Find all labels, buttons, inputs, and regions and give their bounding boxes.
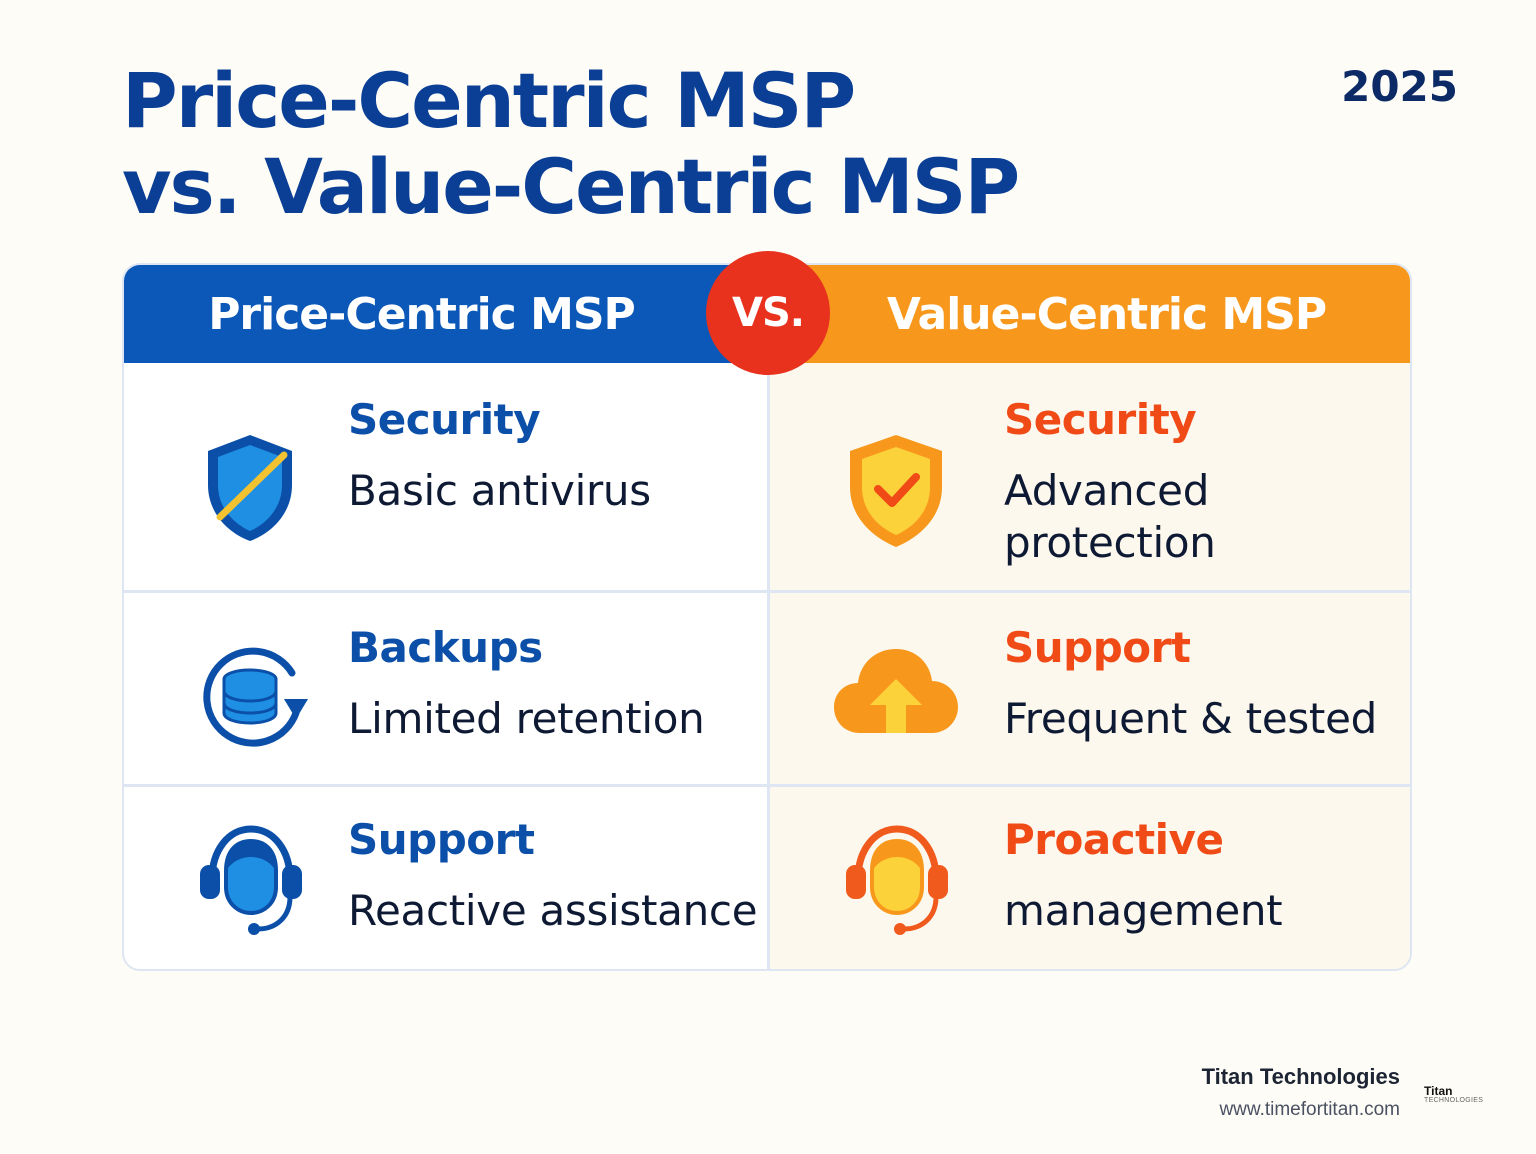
- left-row-2-label: Backups: [348, 623, 543, 672]
- page-title: Price-Centric MSP vs. Value-Centric MSP: [122, 56, 1020, 231]
- right-row-3-label: Proactive: [1004, 815, 1224, 864]
- logo-subtext: TECHNOLOGIES: [1424, 1097, 1484, 1104]
- column-divider: [767, 363, 770, 969]
- title-line-2: vs. Value-Centric MSP: [122, 142, 1020, 231]
- right-row-1-label: Security: [1004, 395, 1197, 444]
- headset-agent-icon: [846, 825, 948, 935]
- logo-wordmark: Titan: [1424, 1084, 1453, 1098]
- year-label: 2025: [1341, 62, 1458, 111]
- right-column-header: Value-Centric MSP: [769, 265, 1410, 363]
- shield-check-icon: [850, 435, 942, 547]
- database-refresh-icon: [203, 647, 308, 747]
- left-row-3-label: Support: [348, 815, 535, 864]
- footer-company-name: Titan Technologies: [1201, 1064, 1400, 1089]
- right-row-3-desc: management: [1004, 886, 1283, 935]
- left-row-3-desc: Reactive assistance: [348, 886, 758, 935]
- left-row-1-label: Security: [348, 395, 541, 444]
- shield-slash-icon: [208, 435, 292, 541]
- titan-logo: Titan TECHNOLOGIES: [1424, 1084, 1514, 1108]
- footer-url: www.timefortitan.com: [1219, 1099, 1400, 1120]
- right-row-1-desc: Advanced protection: [1004, 465, 1216, 569]
- right-row-2-desc: Frequent & tested: [1004, 694, 1378, 743]
- vs-badge: VS.: [706, 251, 830, 375]
- right-row-1-desc-line-2: protection: [1004, 518, 1216, 567]
- right-row-2-label: Support: [1004, 623, 1191, 672]
- row-divider-2: [124, 784, 1410, 787]
- left-column-header: Price-Centric MSP: [124, 265, 769, 363]
- left-row-1-desc: Basic antivirus: [348, 466, 651, 515]
- comparison-table: Price-Centric MSP Value-Centric MSP Secu…: [122, 263, 1412, 971]
- cloud-upload-icon: [834, 649, 958, 733]
- title-line-1: Price-Centric MSP: [122, 56, 856, 145]
- left-row-2-desc: Limited retention: [348, 694, 705, 743]
- right-row-1-desc-line-1: Advanced: [1004, 466, 1210, 515]
- headset-agent-icon: [200, 825, 302, 935]
- row-divider-1: [124, 590, 1410, 593]
